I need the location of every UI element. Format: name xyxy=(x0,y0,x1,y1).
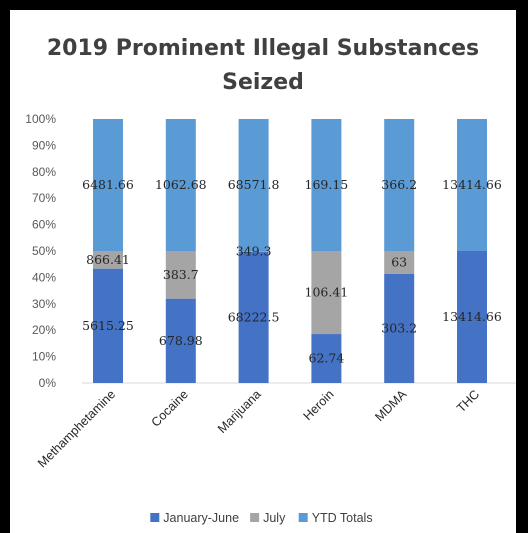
data-label: 5615.25 xyxy=(82,318,134,333)
legend-swatch xyxy=(298,513,308,522)
category-label: THC xyxy=(454,387,482,415)
category-label: Cocaine xyxy=(149,387,191,429)
legend-label: YTD Totals xyxy=(312,511,373,525)
y-tick-label: 100% xyxy=(25,112,56,126)
data-label: 13414.66 xyxy=(442,177,502,192)
data-label: 303.2 xyxy=(381,320,417,335)
bar-segment-january-june xyxy=(384,273,415,383)
legend-swatch xyxy=(150,513,160,522)
bar-segment-january-june xyxy=(238,251,269,383)
category-label: MDMA xyxy=(372,387,409,424)
data-label: 6481.66 xyxy=(82,177,134,192)
bar-segment-july xyxy=(384,251,415,274)
category-label: Marijuana xyxy=(215,387,264,436)
data-label: 366.2 xyxy=(381,177,417,192)
data-label: 62.74 xyxy=(309,351,345,366)
category-labels: Methamphetamine Cocaine Marijuana Heroin MDM… xyxy=(35,387,482,471)
bar-segment-ytd-totals xyxy=(93,119,123,251)
data-label: 678.98 xyxy=(159,333,203,348)
bar-segment-july xyxy=(93,251,123,269)
category-label: Heroin xyxy=(301,387,337,423)
category-label: Methamphetamine xyxy=(35,387,118,470)
data-labels: 5615.25 866.41 6481.66 678.98 383.7 1062.68 68… xyxy=(82,177,502,366)
y-tick-label: 90% xyxy=(32,138,56,152)
data-label: 1062.68 xyxy=(155,177,207,192)
data-label: 68222.5 xyxy=(228,309,280,324)
y-tick-label: 0% xyxy=(39,376,57,390)
y-tick-label: 40% xyxy=(32,270,56,284)
bar-segment-july xyxy=(238,251,269,252)
data-label: 68571.8 xyxy=(228,177,280,192)
bar-segment-july xyxy=(165,251,196,299)
legend-swatch xyxy=(250,513,260,522)
chart-title-line-1: 2019 Prominent Illegal Substances xyxy=(47,36,479,61)
bar-segment-january-june xyxy=(311,334,342,383)
data-label: 106.41 xyxy=(305,285,349,300)
data-label: 63 xyxy=(391,254,407,269)
y-tick-label: 80% xyxy=(32,165,56,179)
y-tick-label: 30% xyxy=(32,297,56,311)
data-label: 383.7 xyxy=(163,267,199,282)
y-tick-label: 10% xyxy=(32,350,56,364)
bar-segment-january-june xyxy=(457,251,487,383)
bar-segment-january-june xyxy=(93,268,123,383)
bar-segment-ytd-totals xyxy=(311,119,342,251)
bar-segment-ytd-totals xyxy=(165,119,196,251)
chart-panel: 2019 Prominent Illegal Substances Seized… xyxy=(10,10,516,533)
y-tick-label: 60% xyxy=(32,218,56,232)
data-label: 169.15 xyxy=(305,177,349,192)
bar-segment-ytd-totals xyxy=(238,119,269,251)
y-tick-label: 70% xyxy=(32,191,56,205)
bar-segment-ytd-totals xyxy=(384,119,415,251)
y-tick-label: 20% xyxy=(32,323,56,337)
data-label: 866.41 xyxy=(86,252,130,267)
bar-segments xyxy=(93,119,487,383)
stacked-bar-chart: 2019 Prominent Illegal Substances Seized… xyxy=(25,36,516,525)
y-axis-ticks: 0% 10% 20% 30% 40% 50% 60% 70% 80% 90% 100% xyxy=(25,112,56,390)
data-label: 349.3 xyxy=(236,243,272,258)
chart-title-line-2: Seized xyxy=(222,70,304,95)
bar-segment-january-june xyxy=(165,298,196,383)
legend-label: January-June xyxy=(163,511,239,525)
bar-segment-july xyxy=(311,251,342,335)
legend-label: July xyxy=(263,511,286,525)
bar-segment-ytd-totals xyxy=(457,119,487,251)
legend: January-June July YTD Totals xyxy=(150,511,373,525)
data-label: 13414.66 xyxy=(442,309,502,324)
y-tick-label: 50% xyxy=(32,244,56,258)
